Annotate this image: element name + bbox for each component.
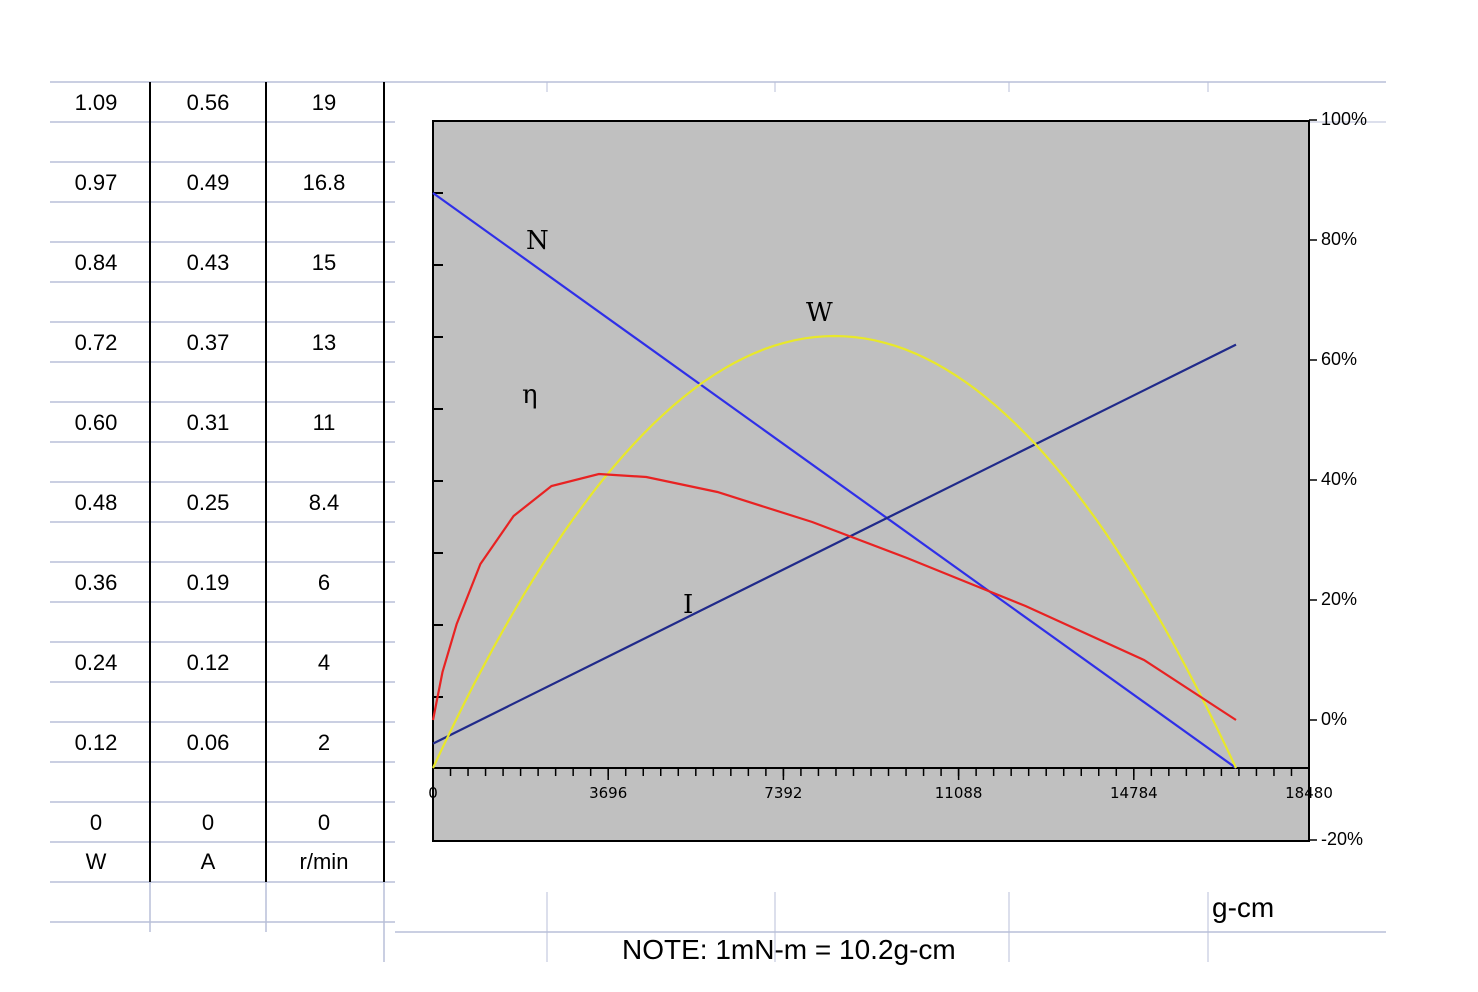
table-cell: 0.19 (186, 570, 230, 595)
series-line-i (432, 343, 1237, 745)
table-cell: 0.24 (74, 650, 118, 675)
table-cell: 1.09 (74, 90, 118, 115)
x-axis-tick-label: 18480 (1285, 784, 1333, 802)
x-axis-tick-label: 11088 (934, 784, 983, 802)
table-cell: 15 (311, 250, 337, 275)
table-cell: 4 (317, 650, 331, 675)
right-axis-tick-label: 0% (1321, 709, 1348, 729)
table-cell: 0.84 (74, 250, 118, 275)
x-axis-tick-label: 3696 (589, 784, 628, 802)
table-cell: 13 (311, 330, 337, 355)
table-cell: 0.37 (186, 330, 230, 355)
table-cell: 0 (317, 810, 331, 835)
x-axis-tick-label: 7392 (764, 784, 803, 802)
series-line-eta (431, 472, 1237, 721)
table-cell: 6 (317, 570, 331, 595)
table-cell: 8.4 (308, 490, 340, 515)
table-cell: 0.60 (74, 410, 118, 435)
table-cell: 0.25 (186, 490, 230, 515)
table-cell: 0 (89, 810, 103, 835)
table-cell: 0.12 (186, 650, 230, 675)
x-axis-tick-label: 14784 (1109, 784, 1158, 802)
right-axis-tick-label: 80% (1321, 229, 1358, 249)
series-line-w (432, 334, 1237, 769)
table-cell: 0.31 (186, 410, 230, 435)
table-cell: 0.43 (186, 250, 230, 275)
right-axis-tick-label: 20% (1321, 589, 1358, 609)
table-cell: 19 (311, 90, 337, 115)
table-cell: 0.48 (74, 490, 118, 515)
table-unit-label: A (200, 849, 216, 874)
right-axis-tick-label: 60% (1321, 349, 1358, 369)
right-axis-tick-label: 100% (1321, 109, 1368, 129)
table-cell: 0.49 (186, 170, 230, 195)
table-cell: 0.72 (74, 330, 118, 355)
table-unit-label: r/min (299, 849, 349, 874)
table-cell: 0.97 (74, 170, 118, 195)
right-axis-tick-label: -20% (1321, 829, 1364, 849)
plot-area (432, 120, 1310, 842)
table-cell: 2 (317, 730, 331, 755)
curve-label: N (526, 226, 549, 256)
series-line-n (432, 192, 1237, 769)
x-axis-unit-label: g-cm (1212, 892, 1275, 923)
curve-label: W (806, 298, 833, 328)
table-cell: 0.06 (186, 730, 230, 755)
right-axis-tick-label: 40% (1321, 469, 1358, 489)
x-axis-tick-label: 0 (428, 784, 438, 802)
table-unit-label: W (85, 849, 107, 874)
conversion-note: NOTE: 1mN-m = 10.2g-cm (622, 934, 956, 965)
curve-label: I (683, 590, 694, 620)
table-cell: 0.36 (74, 570, 118, 595)
table-cell: 0.12 (74, 730, 118, 755)
table-cell: 11 (312, 410, 336, 435)
curve-label: η (522, 380, 538, 410)
table-cell: 0.56 (186, 90, 230, 115)
table-cell: 16.8 (302, 170, 346, 195)
table-cell: 0 (201, 810, 215, 835)
